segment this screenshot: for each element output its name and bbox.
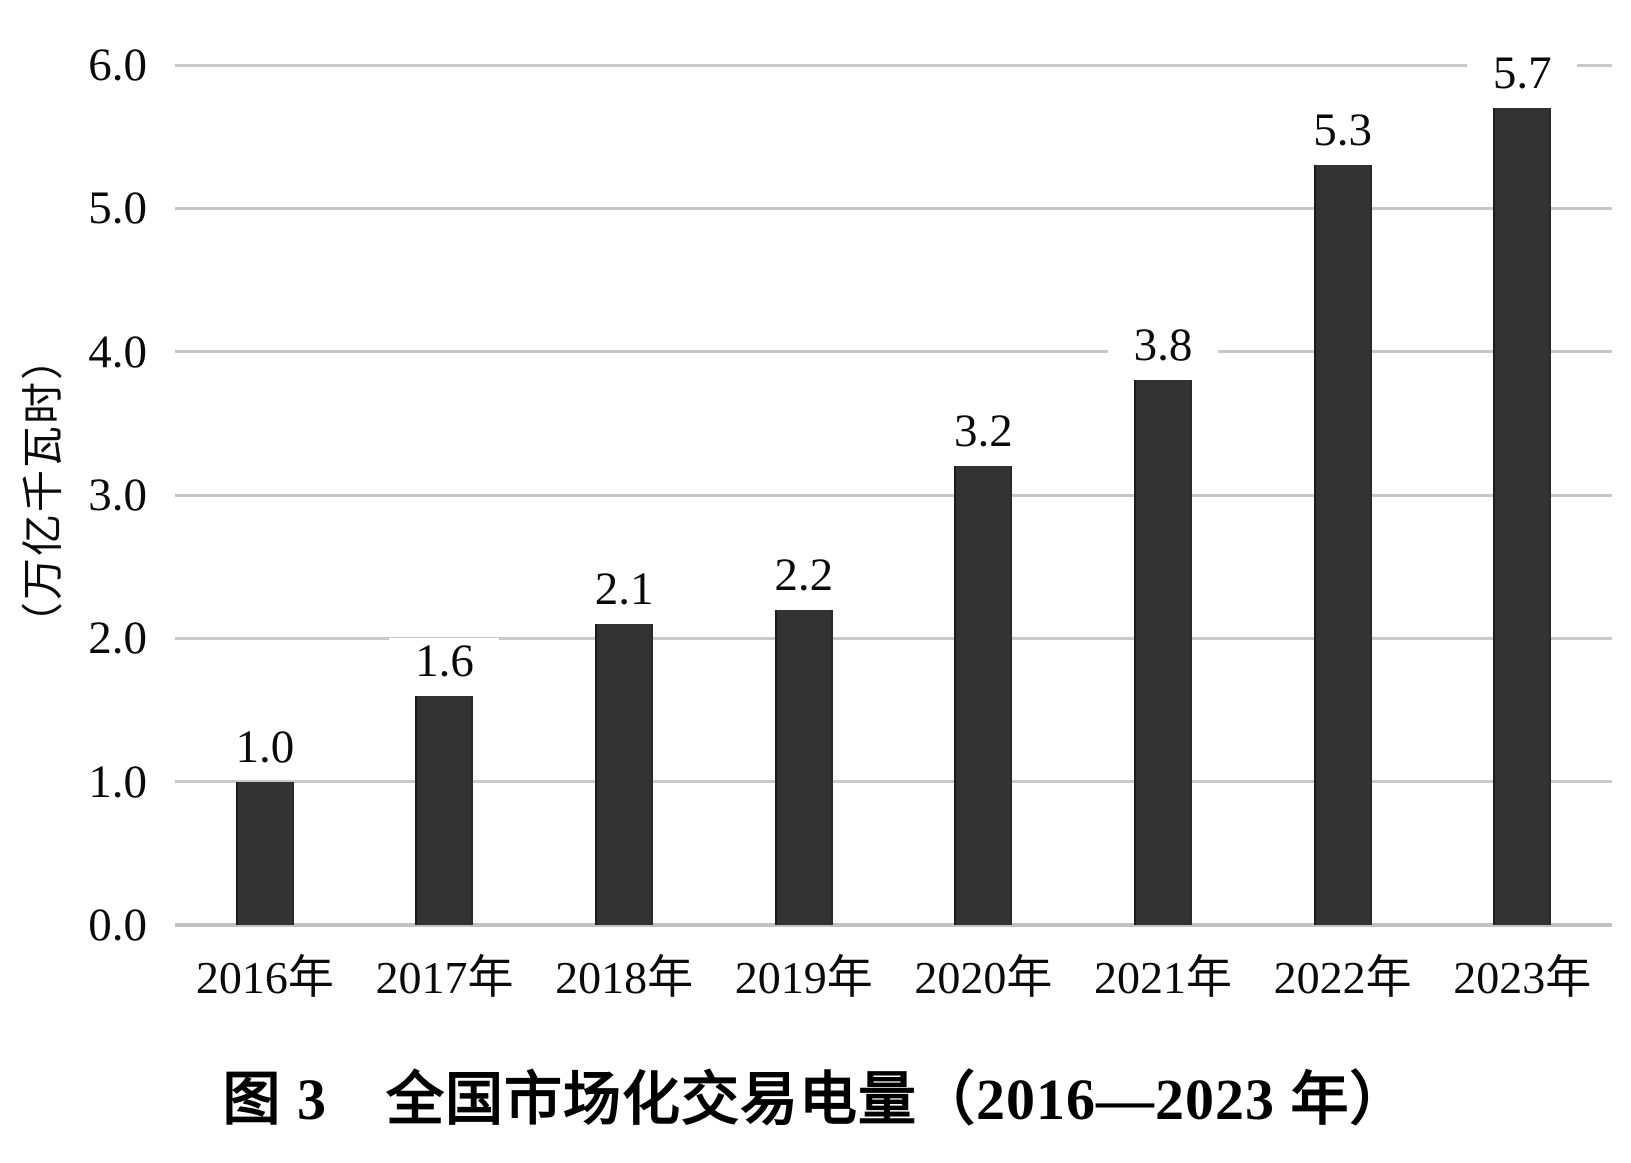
x-axis-baseline — [175, 923, 1612, 927]
bar-value-label: 5.7 — [1467, 50, 1578, 97]
bar-value-label: 1.6 — [389, 637, 500, 684]
x-axis-label: 2021年 — [1093, 952, 1232, 1003]
bar — [1493, 108, 1552, 925]
y-axis-tick-label: 4.0 — [88, 325, 147, 378]
figure-caption: 图 3 全国市场化交易电量（2016—2023 年） — [222, 1067, 1409, 1132]
x-axis-label: 2017年 — [375, 952, 514, 1003]
gridline — [175, 63, 1612, 67]
bar-value-label: 5.3 — [1287, 107, 1398, 154]
y-axis-tick-label: 1.0 — [88, 755, 147, 808]
x-axis-label: 2022年 — [1273, 952, 1412, 1003]
gridline — [175, 780, 1612, 784]
y-axis-tick-label: 6.0 — [88, 39, 147, 91]
bar — [954, 466, 1013, 925]
bar — [774, 609, 833, 925]
gridline — [175, 206, 1612, 210]
plot-area: 0.0 1.0 2.0 3.0 4.0 5.0 6.0 1.0 1.6 2.1 2.2 3.2 3.8… — [88, 39, 1612, 1003]
x-axis-label: 2023年 — [1453, 952, 1592, 1003]
bar-value-label: 2.1 — [569, 566, 680, 613]
bar — [1313, 165, 1372, 925]
x-axis-label: 2018年 — [555, 952, 694, 1003]
y-axis-tick-label: 0.0 — [88, 899, 147, 951]
x-axis-label: 2020年 — [914, 952, 1053, 1003]
gridline — [175, 493, 1612, 497]
x-axis-label: 2019年 — [734, 952, 873, 1003]
bar — [595, 624, 654, 925]
y-axis-tick-label: 2.0 — [88, 612, 147, 665]
gridline — [175, 350, 1612, 354]
y-axis-tick-label: 3.0 — [88, 469, 147, 521]
bar-value-label: 1.0 — [209, 723, 320, 770]
bar-value-label: 3.8 — [1107, 322, 1218, 369]
bar-value-label: 2.2 — [748, 551, 859, 598]
gridline — [175, 636, 1612, 640]
bar — [415, 695, 474, 925]
x-axis-label: 2016年 — [195, 952, 334, 1003]
bar — [1133, 380, 1192, 925]
y-axis-tick-label: 5.0 — [88, 182, 147, 235]
bar — [235, 781, 294, 925]
bar-value-label: 3.2 — [928, 408, 1039, 455]
